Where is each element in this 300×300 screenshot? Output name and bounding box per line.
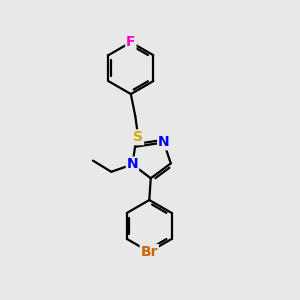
Text: N: N [158, 136, 169, 149]
Text: F: F [126, 35, 136, 49]
Text: S: S [133, 130, 143, 144]
Text: N: N [127, 158, 138, 171]
Text: Br: Br [141, 245, 158, 259]
